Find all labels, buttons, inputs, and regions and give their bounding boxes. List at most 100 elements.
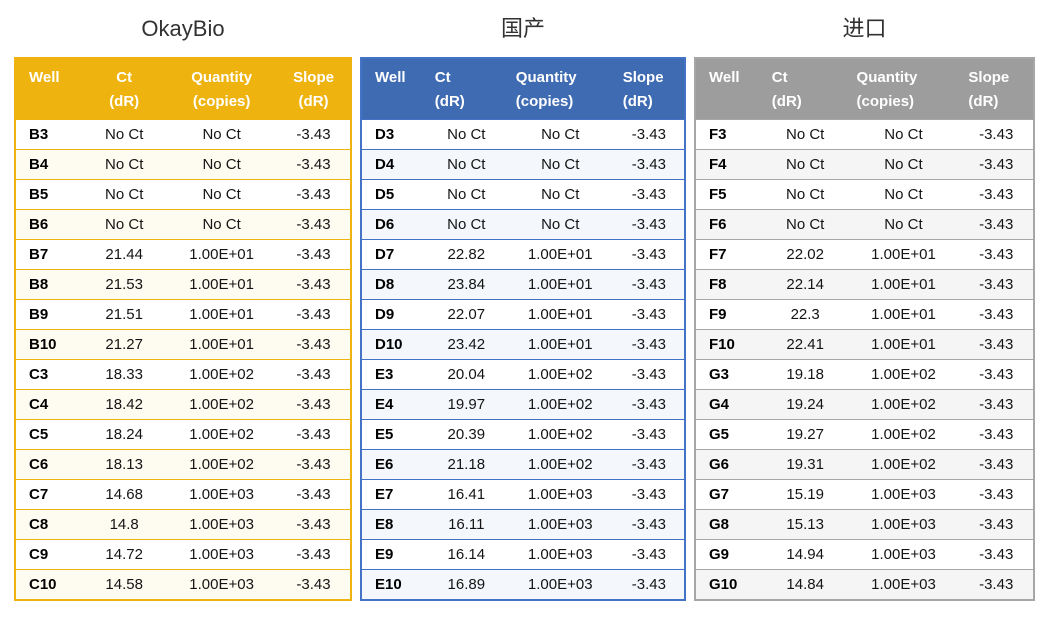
well-cell: C3 [29,366,49,383]
slope-cell: -3.43 [296,246,331,263]
quantity-cell: 1.00E+01 [527,306,593,323]
ct-cell: 18.13 [105,456,143,473]
ct-cell: 19.24 [786,396,824,413]
slope-cell: -3.43 [979,546,1014,563]
slope-cell: -3.43 [979,336,1014,353]
table-row: D5 No Ct No Ct -3.43 [361,179,685,210]
quantity-cell: 1.00E+03 [527,486,593,503]
quantity-cell: No Ct [541,156,580,173]
quantity-cell: 1.00E+03 [189,575,254,593]
table-row: D3 No Ct No Ct -3.43 [361,119,685,150]
ct-cell: 22.02 [786,246,824,263]
quantity-cell: 1.00E+03 [527,516,593,533]
table-row: C8 14.8 1.00E+03 -3.43 [15,509,351,540]
well-cell: C5 [29,426,49,443]
slope-cell: -3.43 [979,456,1014,473]
quantity-cell: 1.00E+01 [871,306,936,323]
well-cell: D5 [375,186,395,203]
header-row: Well Ct (dR) Quantity (copies) Slope (dR) [361,58,685,120]
quantity-cell: 1.00E+02 [189,366,254,383]
quantity-cell: 1.00E+03 [527,575,593,593]
slope-cell: -3.43 [979,126,1014,143]
column-header-ct: Ct (dR) [425,58,507,120]
well-cell: F9 [709,306,727,323]
ct-cell: 22.41 [786,336,824,353]
well-cell: C4 [29,396,49,413]
column-unit: (dR) [298,93,329,110]
slope-cell: -3.43 [296,486,331,503]
quantity-cell: 1.00E+01 [189,246,254,263]
ct-cell: 18.42 [105,396,143,413]
slope-cell: -3.43 [979,575,1014,593]
column-header-quantity: Quantity (copies) [506,58,614,120]
table-row: G8 15.13 1.00E+03 -3.43 [695,509,1034,540]
slope-cell: -3.43 [631,216,666,233]
quantity-cell: 1.00E+03 [189,516,254,533]
slope-cell: -3.43 [631,336,666,353]
slope-cell: -3.43 [296,306,331,323]
table-body: D3 No Ct No Ct -3.43 D4 No Ct No Ct -3.43 D5 No C… [361,119,685,600]
table-row: F8 22.14 1.00E+01 -3.43 [695,269,1034,300]
slope-cell: -3.43 [296,216,331,233]
quantity-cell: 1.00E+02 [189,426,254,443]
results-table-section: 进口 Well Ct (dR) Quantity (copies) Slope (dR) F… [694,6,1035,601]
table-row: G4 19.24 1.00E+02 -3.43 [695,389,1034,420]
quantity-cell: No Ct [884,186,923,203]
slope-cell: -3.43 [979,426,1014,443]
quantity-cell: 1.00E+02 [527,426,593,443]
column-label: Quantity [515,69,577,86]
column-header-slope: Slope (dR) [277,58,351,120]
ct-cell: No Ct [105,126,144,143]
table-body: B3 No Ct No Ct -3.43 B4 No Ct No Ct -3.43 B5 No C… [15,119,351,600]
quantity-cell: 1.00E+02 [527,396,593,413]
table-header: Well Ct (dR) Quantity (copies) Slope (dR) [15,58,351,120]
slope-cell: -3.43 [296,516,331,533]
ct-cell: No Ct [105,186,144,203]
table-row: D7 22.82 1.00E+01 -3.43 [361,239,685,270]
ct-cell: 19.27 [786,426,824,443]
table-row: F5 No Ct No Ct -3.43 [695,179,1034,210]
ct-cell: 23.42 [447,336,486,353]
slope-cell: -3.43 [631,126,666,143]
slope-cell: -3.43 [631,486,666,503]
table-row: G5 19.27 1.00E+02 -3.43 [695,419,1034,450]
ct-cell: 18.33 [105,366,143,383]
column-header-ct: Ct (dR) [82,58,167,120]
column-header-ct: Ct (dR) [762,58,848,120]
column-header-well: Well [15,58,83,120]
ct-cell: 21.51 [105,306,143,323]
slope-cell: -3.43 [979,186,1014,203]
table-title: 国产 [500,16,545,41]
column-label: Quantity [191,69,253,86]
quantity-cell: No Ct [884,126,923,143]
well-cell: G9 [709,546,730,563]
table-row: B10 21.27 1.00E+01 -3.43 [15,329,351,360]
slope-cell: -3.43 [979,276,1014,293]
slope-cell: -3.43 [631,276,666,293]
well-cell: B6 [29,216,49,233]
column-header-slope: Slope (dR) [613,58,685,120]
quantity-cell: No Ct [202,216,241,233]
well-cell: E10 [375,575,402,593]
ct-cell: No Ct [447,126,486,143]
column-label: Quantity [856,69,918,86]
well-cell: B8 [29,276,49,293]
slope-cell: -3.43 [296,186,331,203]
well-cell: E4 [375,396,394,413]
ct-cell: 22.14 [786,276,824,293]
ct-cell: No Ct [447,216,486,233]
well-cell: F6 [709,216,727,233]
column-label: Ct [116,69,133,86]
well-cell: C10 [29,575,57,593]
quantity-cell: 1.00E+01 [189,336,254,353]
ct-cell: 14.8 [109,516,139,533]
quantity-cell: 1.00E+01 [871,246,936,263]
well-cell: F7 [709,246,727,263]
slope-cell: -3.43 [296,336,331,353]
slope-cell: -3.43 [979,306,1014,323]
quantity-cell: No Ct [541,186,580,203]
slope-cell: -3.43 [296,156,331,173]
ct-cell: No Ct [786,156,825,173]
quantity-cell: 1.00E+01 [527,336,593,353]
well-cell: G7 [709,486,730,503]
